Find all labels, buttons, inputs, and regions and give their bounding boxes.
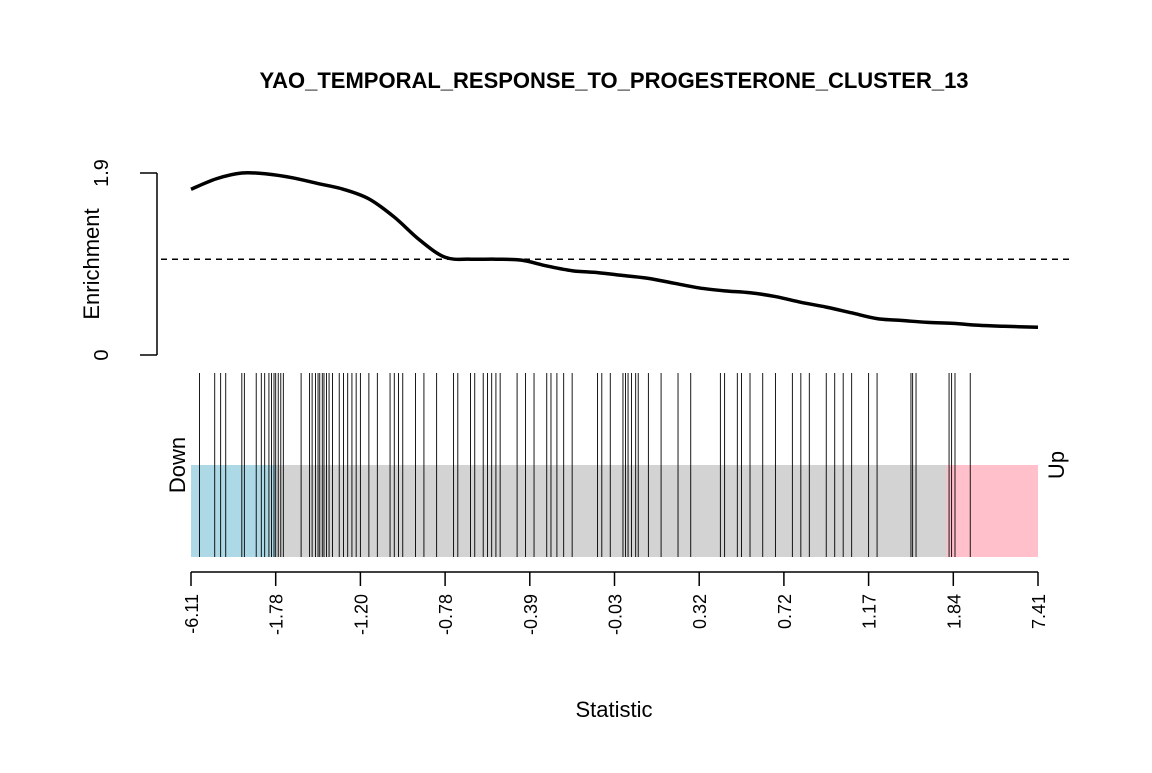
x-tick-label: 1.84 [944,594,964,629]
enrichment-y-axis: 01.9 [91,159,158,361]
x-tick-label: -0.39 [521,594,541,635]
x-tick-label: -1.78 [267,594,287,635]
x-tick-label: 7.41 [1029,594,1049,629]
chart-title: YAO_TEMPORAL_RESPONSE_TO_PROGESTERONE_CL… [259,68,968,93]
statistic-x-axis: -6.11 -1.78 -1.20 -0.78 -0.39 -0.03 0.32 0.72 1.… [182,571,1049,635]
enrichment-layer [161,170,1072,329]
x-axis-label: Statistic [575,697,652,722]
y-tick-label: 0 [91,349,113,360]
y-axis-label: Enrichment [79,208,104,319]
x-tick-label: -1.20 [351,594,371,635]
x-tick-label: 0.32 [690,594,710,629]
down-region [191,465,276,557]
down-label: Down [165,437,190,493]
barcode-layer [199,373,971,557]
y-tick-label: 1.9 [91,159,113,187]
up-region [946,465,1038,557]
up-label: Up [1044,451,1069,479]
x-tick-label: 1.17 [860,594,880,629]
x-tick-label: -0.03 [606,594,626,635]
x-tick-label: -6.11 [182,594,202,634]
enrichment-curve [190,170,1039,329]
x-tick-label: -0.78 [436,594,456,635]
x-tick-label: 0.72 [775,594,795,629]
